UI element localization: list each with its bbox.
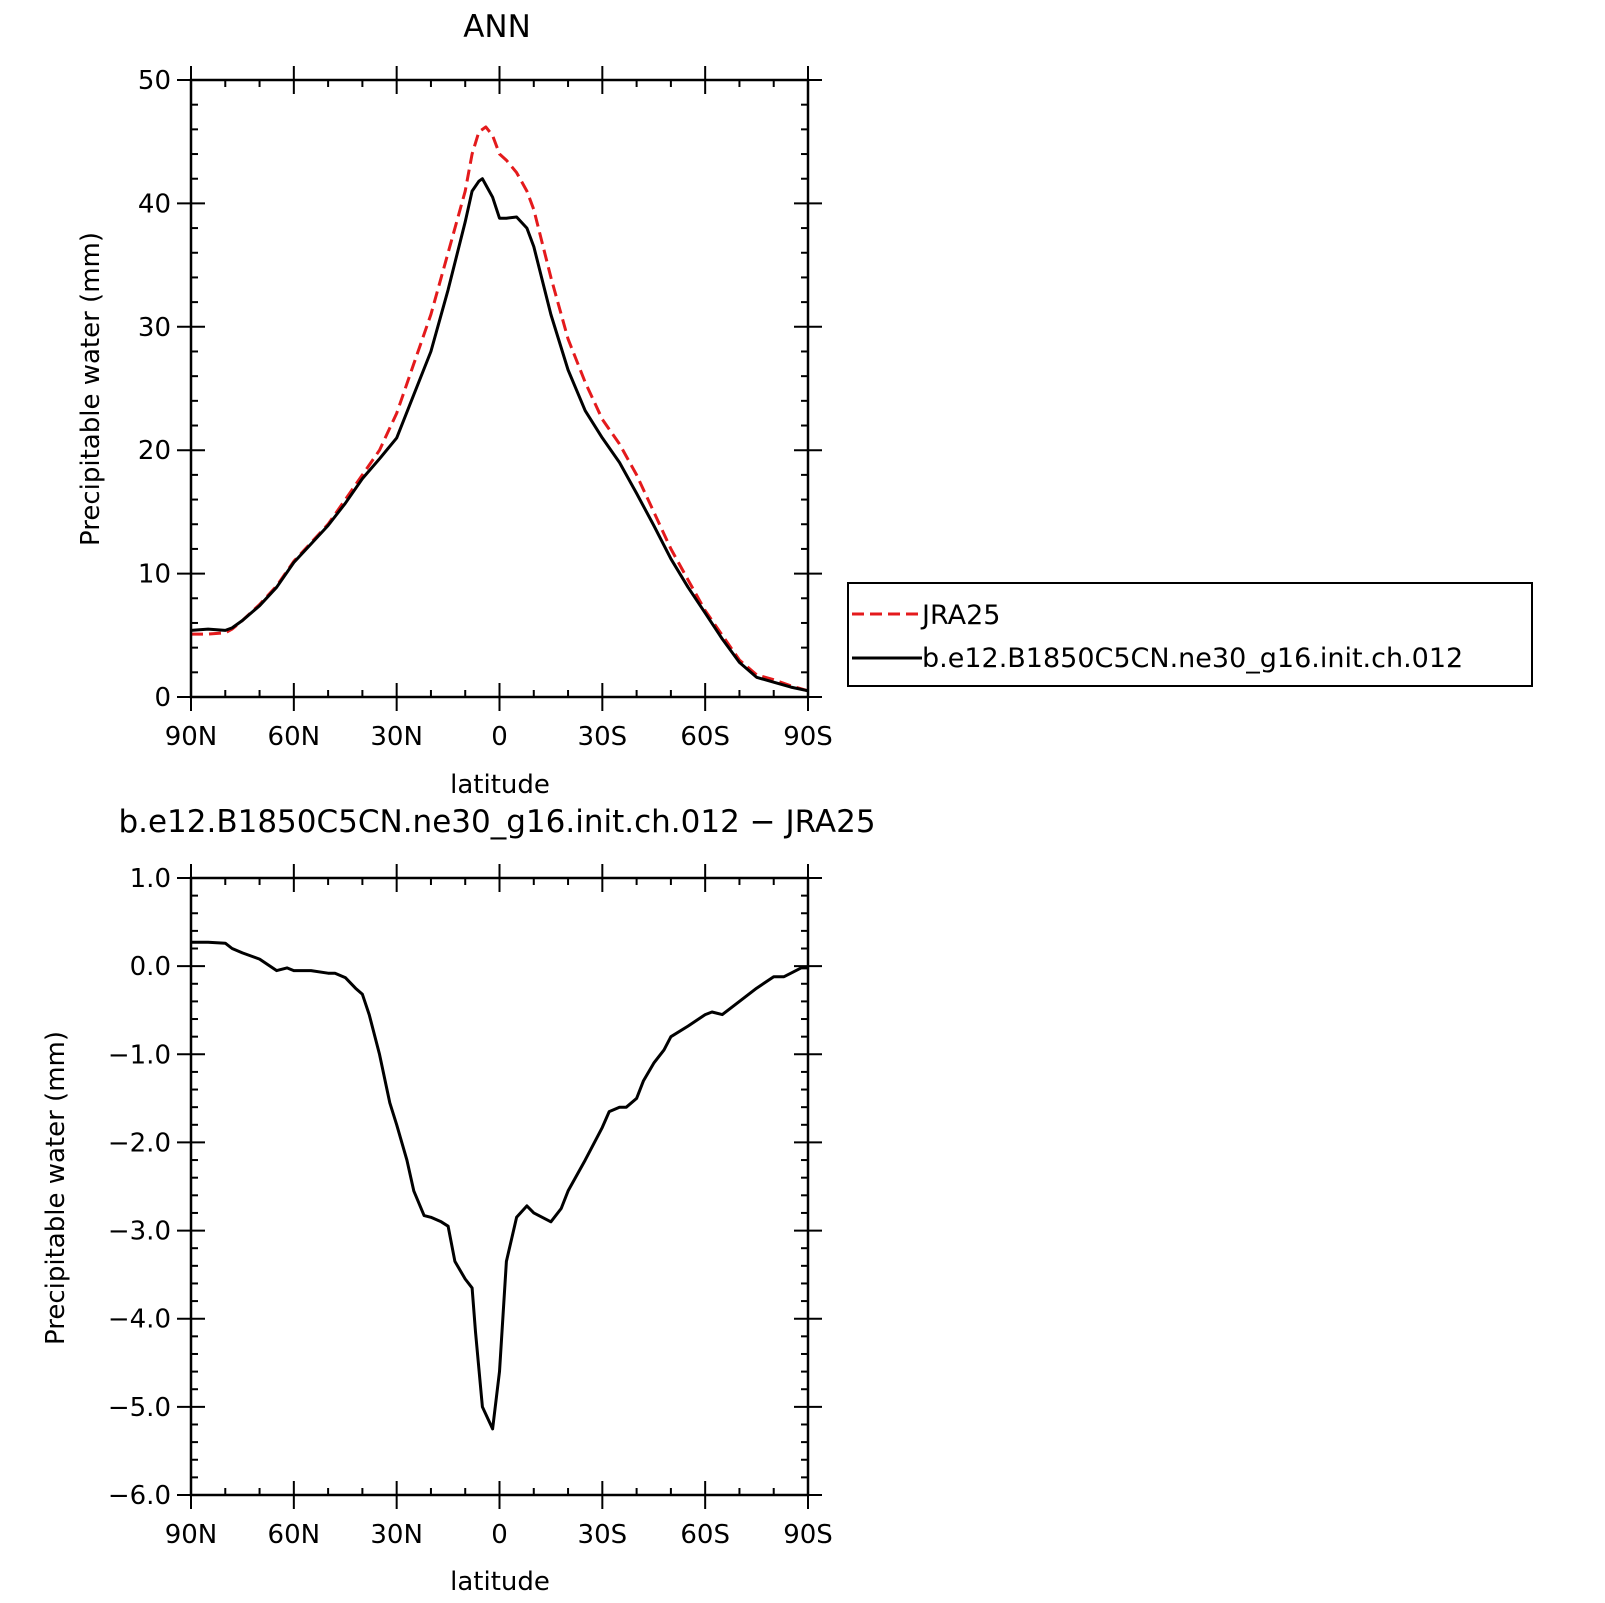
x-tick-label: 90N (165, 722, 218, 752)
y-tick-label: 0.0 (130, 952, 171, 982)
chart-title: b.e12.B1850C5CN.ne30_g16.init.ch.012 − J… (118, 804, 875, 840)
x-axis-label: latitude (450, 1567, 550, 1597)
x-tick-label: 30N (370, 722, 423, 752)
y-tick-label: 1.0 (130, 864, 171, 894)
x-tick-label: 60S (680, 1520, 730, 1550)
x-tick-label: 90S (783, 1520, 833, 1550)
x-tick-label: 30N (370, 1520, 423, 1550)
x-tick-label: 0 (491, 722, 508, 752)
y-axis-label: Precipitable water (mm) (41, 1031, 71, 1345)
x-tick-labels: 90N 60N 30N 0 30S 60S 90S (165, 1520, 833, 1550)
difference-chart: b.e12.B1850C5CN.ne30_g16.init.ch.012 − J… (41, 804, 876, 1597)
series-line-b-e12-b1850c5cn-ne30-g16-init-ch-012 (190, 177, 809, 693)
y-tick-label: −6.0 (108, 1481, 171, 1511)
x-tick-label: 30S (578, 1520, 628, 1550)
x-tick-label: 0 (491, 1520, 508, 1550)
y-tick-labels: 1.0 0.0 −1.0 −2.0 −3.0 −4.0 −5.0 −6.0 (108, 864, 171, 1511)
x-tick-label: 90N (165, 1520, 218, 1550)
x-tick-label: 60N (268, 722, 321, 752)
y-tick-label: 10 (138, 560, 171, 590)
x-tick-label: 90S (783, 722, 833, 752)
series-line-difference (191, 940, 808, 1431)
y-tick-label: 30 (138, 313, 171, 343)
axis-ticks (177, 66, 822, 711)
latitude-profile-chart: ANN 0 10 20 30 40 50 90N 60N 30N 0 30S 60S 90S lati… (76, 9, 1533, 800)
y-tick-label: −3.0 (108, 1217, 171, 1247)
series-line-jra25 (191, 125, 809, 693)
y-tick-label: −1.0 (108, 1040, 171, 1070)
legend-label-model: b.e12.B1850C5CN.ne30_g16.init.ch.012 (922, 643, 1463, 674)
x-tick-labels: 90N 60N 30N 0 30S 60S 90S (165, 722, 833, 752)
legend: JRA25 b.e12.B1850C5CN.ne30_g16.init.ch.0… (847, 582, 1533, 687)
axis-ticks (177, 864, 822, 1509)
chart-title: ANN (463, 9, 531, 45)
plot-frame (189, 78, 810, 699)
y-tick-label: −2.0 (108, 1128, 171, 1158)
series-lines (191, 940, 808, 1431)
x-tick-label: 60N (268, 1520, 321, 1550)
y-tick-label: 50 (138, 66, 171, 96)
y-tick-label: 20 (138, 436, 171, 466)
x-tick-label: 60S (680, 722, 730, 752)
x-tick-label: 30S (578, 722, 628, 752)
plot-frame (189, 876, 810, 1497)
y-axis-label: Precipitable water (mm) (76, 232, 106, 546)
y-tick-label: 0 (154, 683, 171, 713)
legend-box (847, 582, 1533, 687)
y-tick-label: −4.0 (108, 1305, 171, 1335)
series-lines (190, 125, 809, 693)
y-tick-labels: 0 10 20 30 40 50 (138, 66, 171, 713)
legend-label-jra25: JRA25 (920, 600, 1000, 631)
x-axis-label: latitude (450, 770, 550, 800)
y-tick-label: 40 (138, 189, 171, 219)
y-tick-label: −5.0 (108, 1393, 171, 1423)
